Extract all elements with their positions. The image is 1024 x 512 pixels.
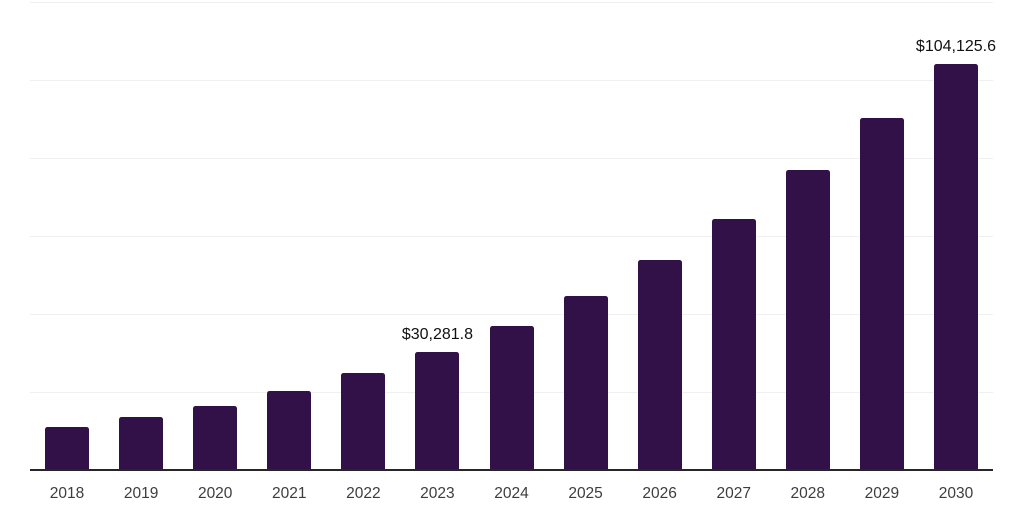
gridline [30, 236, 993, 237]
bar-2024[interactable] [489, 326, 534, 470]
bar-2025[interactable] [563, 296, 608, 470]
x-tick-2027: 2027 [716, 485, 751, 502]
x-tick-2024: 2024 [494, 485, 529, 502]
value-label-2023: $30,281.8 [401, 325, 474, 343]
bar-2026[interactable] [637, 259, 682, 470]
bar-2019[interactable] [119, 416, 164, 470]
x-tick-2028: 2028 [790, 485, 826, 502]
bar-2022[interactable] [341, 372, 386, 470]
bar-2029[interactable] [859, 117, 904, 470]
gridline [30, 314, 993, 315]
bar-2028[interactable] [785, 169, 830, 470]
gridline [30, 158, 993, 159]
x-tick-2022: 2022 [346, 485, 381, 502]
bar-2020[interactable] [193, 406, 238, 470]
x-tick-2018: 2018 [49, 485, 85, 502]
gridline [30, 80, 993, 81]
value-label-2030: $104,125.6 [915, 37, 996, 55]
x-tick-2030: 2030 [938, 485, 974, 502]
x-tick-2029: 2029 [864, 485, 900, 502]
bar-2027[interactable] [711, 218, 756, 470]
x-tick-2025: 2025 [568, 485, 603, 502]
x-tick-2020: 2020 [197, 485, 233, 502]
x-tick-2021: 2021 [272, 485, 307, 502]
bar-2021[interactable] [267, 390, 312, 470]
bar-2030[interactable] [933, 63, 978, 470]
bar-2023[interactable] [415, 351, 460, 470]
x-tick-2026: 2026 [642, 485, 677, 502]
x-tick-2019: 2019 [123, 485, 159, 502]
bar-2018[interactable] [45, 427, 90, 470]
x-axis-line [30, 469, 993, 471]
x-tick-2023: 2023 [420, 485, 455, 502]
gridline [30, 2, 993, 3]
